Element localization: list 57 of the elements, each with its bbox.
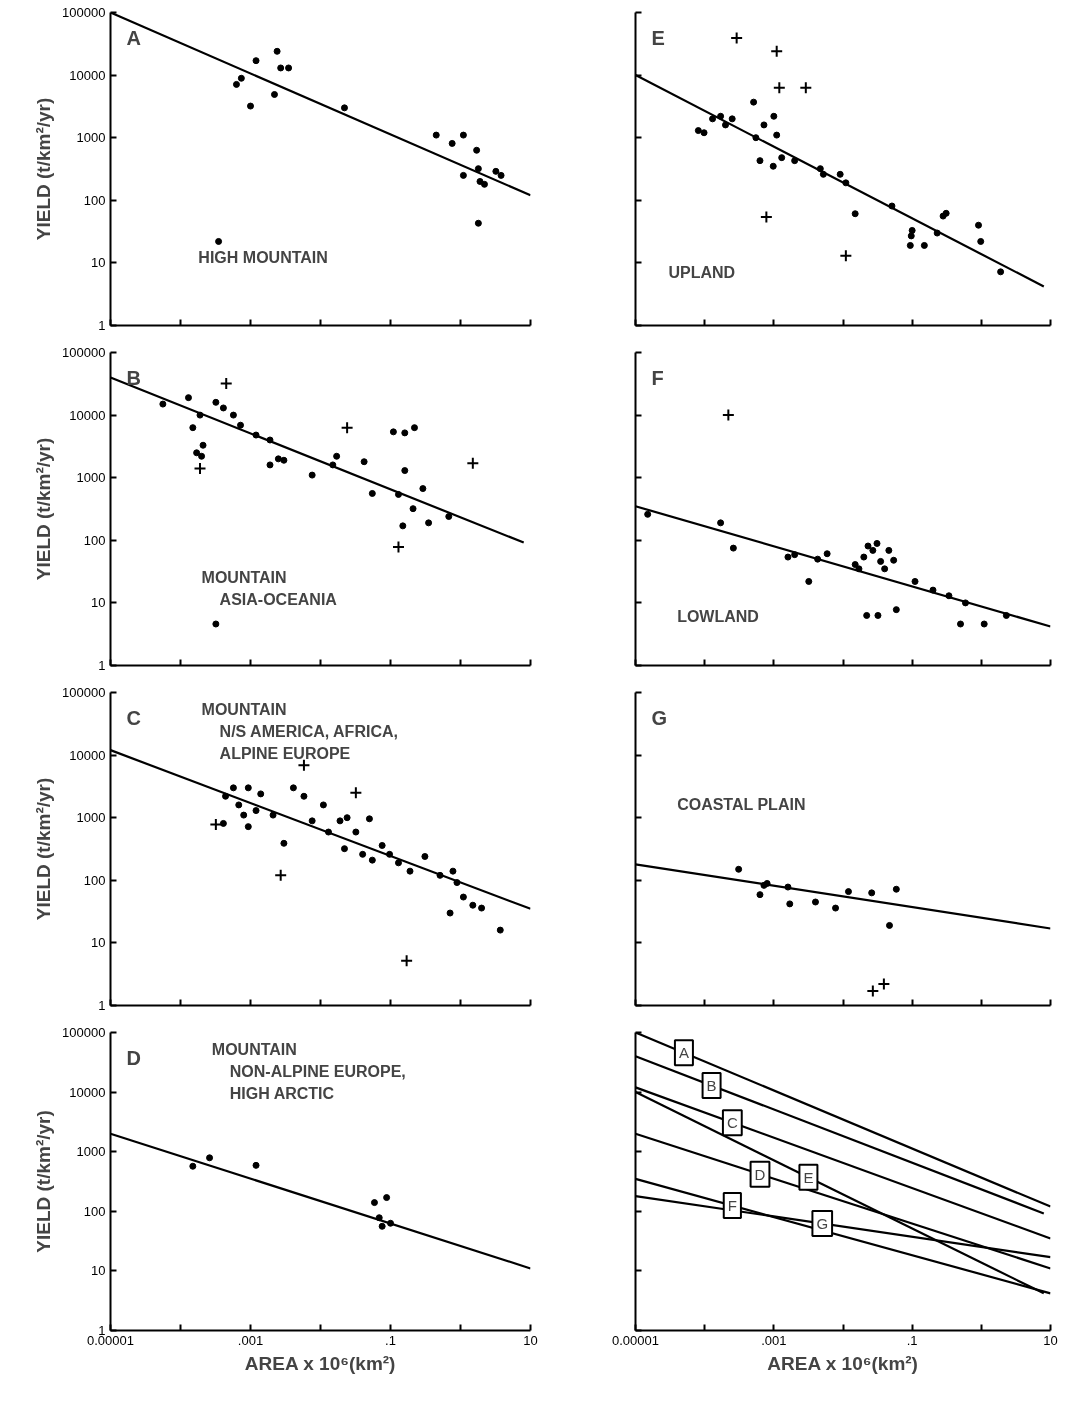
y-tick-label: 1 (98, 318, 106, 333)
series-label: B (706, 1077, 717, 1095)
text: E (651, 26, 665, 49)
text: F (651, 366, 664, 389)
series-label: A (678, 1044, 689, 1062)
y-axis-title: YIELD (t/km²/yr) (33, 437, 55, 581)
y-tick-label: 100 (83, 1203, 106, 1219)
x-tick-label: .001 (761, 1332, 787, 1348)
y-tick-label: 1000 (76, 1144, 106, 1160)
x-tick-label: 10 (1043, 1332, 1058, 1348)
text: G (651, 706, 668, 729)
text: A (126, 26, 141, 49)
series-label: D (754, 1165, 766, 1183)
y-tick-label: 10000 (69, 747, 106, 763)
y-tick-label: 1 (98, 998, 106, 1013)
y-tick-label: 1000 (76, 130, 106, 146)
x-axis-title: AREA x 10⁶(km²) (767, 1352, 918, 1374)
y-tick-label: 10 (91, 595, 106, 611)
y-tick-label: 1000 (76, 470, 106, 486)
y-tick-label: 1 (98, 658, 106, 673)
text: LOWLAND (677, 608, 759, 626)
series-label: G (816, 1215, 829, 1233)
y-tick-label: 10000 (69, 407, 106, 423)
text: MOUNTAIN ASIA-OCEANIA (201, 569, 338, 609)
x-tick-label: .001 (237, 1332, 264, 1348)
x-tick-label: .1 (385, 1332, 396, 1348)
y-axis-title: YIELD (t/km²/yr) (33, 777, 55, 921)
legend-label: E (803, 1168, 814, 1186)
x-axis-title: AREA x 10⁶(km²) (244, 1352, 396, 1374)
y-tick-label: 100 (83, 192, 106, 208)
y-axis-title: YIELD (t/km²/yr) (33, 97, 55, 241)
y-tick-label: 100000 (62, 345, 106, 360)
text: HIGH MOUNTAIN (198, 249, 328, 267)
x-tick-label: 10 (523, 1332, 538, 1348)
text: MOUNTAIN NON-ALPINE EUROPE, HIGH ARCTIC (211, 1040, 406, 1102)
text: COASTAL PLAIN (677, 796, 806, 814)
y-tick-label: 10000 (69, 1084, 106, 1100)
series-label: C (726, 1114, 738, 1132)
text: MOUNTAIN N/S AMERICA, AFRICA, ALPINE EUROPE (201, 700, 398, 762)
x-tick-label: .1 (906, 1332, 918, 1348)
y-tick-label: 10 (91, 255, 106, 271)
y-tick-label: 100 (83, 532, 106, 548)
text: C (126, 706, 141, 729)
x-tick-label: 0.00001 (612, 1332, 659, 1348)
y-tick-label: 10000 (69, 67, 106, 83)
series-label: F (727, 1197, 737, 1215)
y-tick-label: 100000 (62, 5, 106, 20)
y-axis-title: YIELD (t/km²/yr) (33, 1110, 55, 1253)
text: D (126, 1046, 141, 1069)
y-tick-label: 100 (83, 872, 106, 888)
y-tick-label: 100000 (62, 685, 106, 700)
text: UPLAND (668, 264, 736, 282)
y-tick-label: 1000 (76, 810, 106, 826)
y-tick-label: 100000 (62, 1025, 106, 1040)
text: B (126, 366, 141, 389)
y-tick-label: 10 (91, 1263, 106, 1279)
y-tick-label: 10 (91, 935, 106, 951)
